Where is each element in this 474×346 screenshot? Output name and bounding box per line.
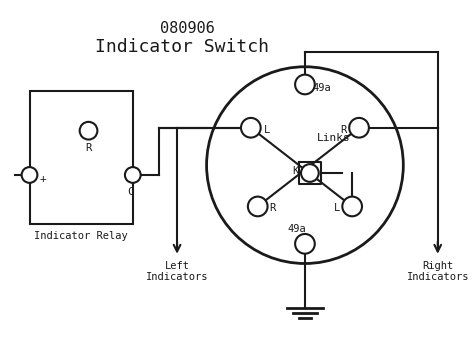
Text: L: L xyxy=(334,203,340,213)
Text: Indicator Switch: Indicator Switch xyxy=(95,38,269,56)
Circle shape xyxy=(125,167,141,183)
Circle shape xyxy=(241,118,261,138)
Text: C: C xyxy=(128,187,134,197)
Circle shape xyxy=(80,122,97,139)
Text: 080906: 080906 xyxy=(160,20,214,36)
Circle shape xyxy=(22,167,37,183)
Text: Links: Links xyxy=(317,133,350,143)
Text: R: R xyxy=(85,143,91,153)
Circle shape xyxy=(207,67,403,264)
Text: R: R xyxy=(340,125,346,135)
Circle shape xyxy=(248,197,267,216)
Text: K: K xyxy=(292,166,298,176)
Circle shape xyxy=(301,164,319,182)
Bar xyxy=(29,91,133,224)
Text: Right
Indicators: Right Indicators xyxy=(407,261,469,282)
Text: 49a: 49a xyxy=(288,224,307,234)
Text: Left
Indicators: Left Indicators xyxy=(146,261,208,282)
Text: L: L xyxy=(264,125,270,135)
Circle shape xyxy=(342,197,362,216)
Circle shape xyxy=(349,118,369,138)
Text: +: + xyxy=(39,174,46,184)
Text: 49a: 49a xyxy=(313,83,331,93)
Circle shape xyxy=(295,75,315,94)
Text: Indicator Relay: Indicator Relay xyxy=(34,231,128,241)
Circle shape xyxy=(295,234,315,254)
Text: R: R xyxy=(270,203,276,213)
